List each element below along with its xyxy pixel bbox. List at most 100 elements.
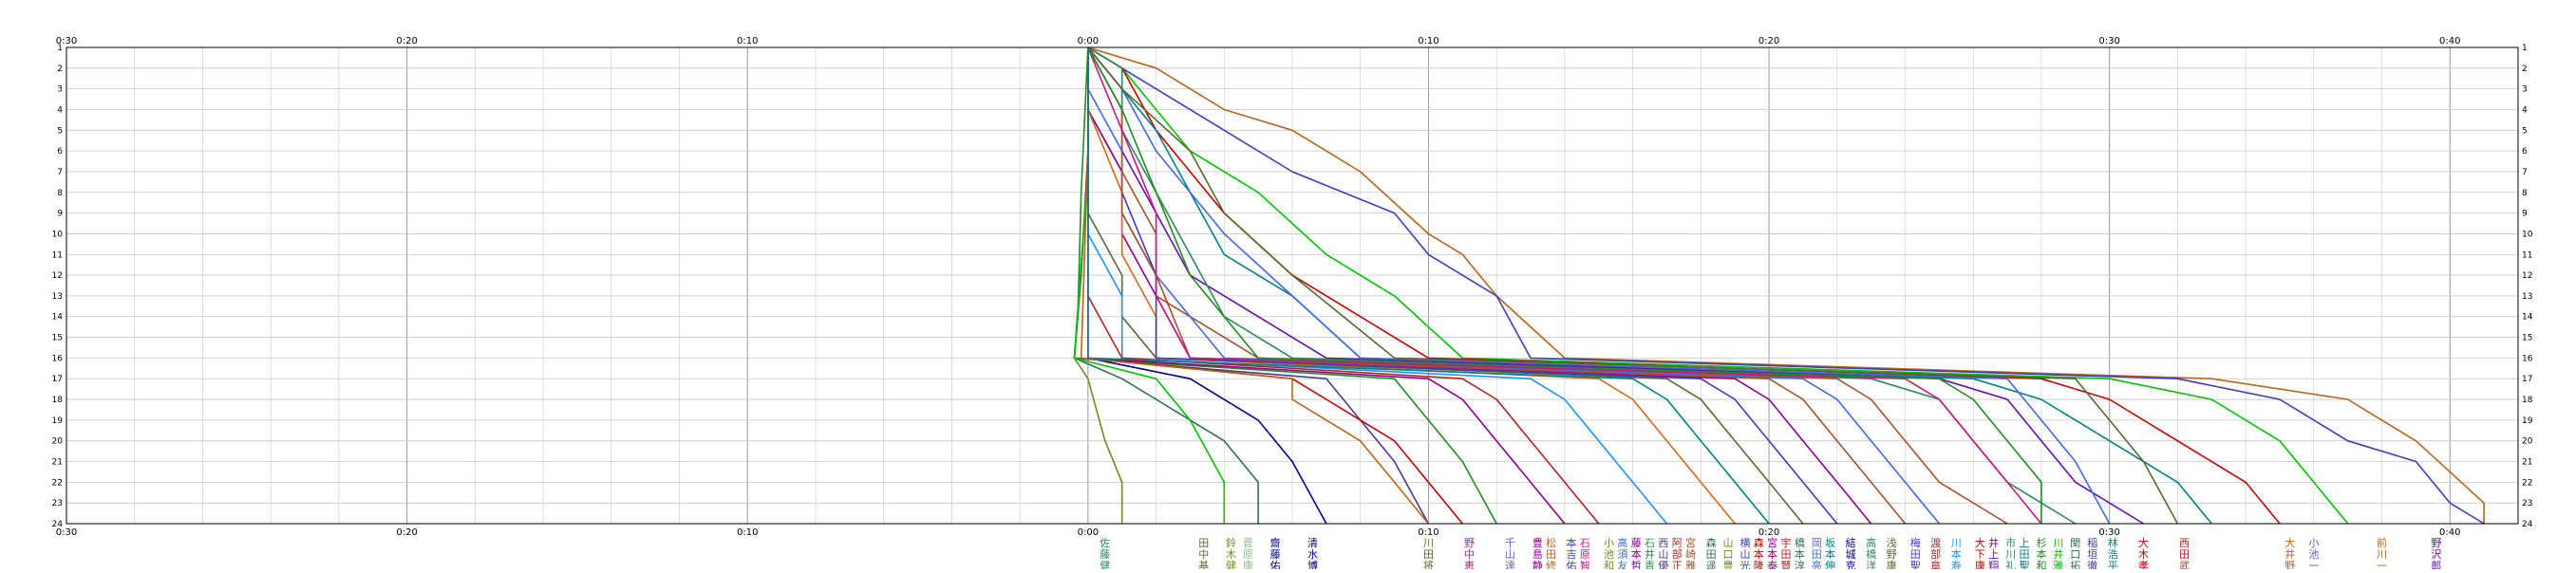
bottom-name-char: 須 xyxy=(1617,548,1627,561)
bottom-name-label: 大木孝 xyxy=(2138,536,2149,572)
bottom-name-char: 青 xyxy=(1645,560,1655,569)
series-line-28 xyxy=(1087,46,2042,524)
bottom-name-char: 渡 xyxy=(1930,536,1941,549)
bottom-name-char: 木 xyxy=(2138,548,2149,561)
bottom-name-char: 岡 xyxy=(1812,537,1822,549)
series-line-15 xyxy=(1073,46,1497,525)
bottom-name-label: 市川礼 xyxy=(2005,536,2016,572)
bottom-name-char: 田 xyxy=(1198,537,1209,549)
bottom-name-char: 豊 xyxy=(1532,537,1543,549)
y-tick-label-right: 13 xyxy=(2522,292,2532,302)
bottom-name-char: 西 xyxy=(1658,537,1668,549)
bottom-name-char: 口 xyxy=(2070,548,2080,561)
plot-frame xyxy=(66,46,2519,525)
bottom-name-char: 野 xyxy=(1887,548,1897,561)
bottom-name-char: 隆 xyxy=(1754,559,1764,569)
bottom-name-char: 高 xyxy=(1866,536,1876,549)
y-tick-label-right: 5 xyxy=(2522,126,2528,136)
bottom-name-char: 川 xyxy=(2053,537,2063,549)
bottom-name-char: 原 xyxy=(1580,548,1590,561)
bottom-name-char: 博 xyxy=(1307,560,1318,569)
bottom-name-char: 友 xyxy=(1617,559,1627,569)
bottom-name-char: 山 xyxy=(1739,548,1750,561)
y-tick-label-right: 8 xyxy=(2522,189,2528,198)
bottom-name-char: 野 xyxy=(1464,537,1475,549)
bottom-name-char: 松 xyxy=(1546,536,1556,549)
y-tick-label-right: 1 xyxy=(2522,44,2528,53)
bottom-name-char: 智 xyxy=(1580,559,1590,569)
bottom-name-char: 聖 xyxy=(1910,560,1921,569)
bottom-name-char: 水 xyxy=(1307,548,1318,561)
bottom-name-char: 池 xyxy=(2308,548,2319,561)
bottom-name-char: 恵 xyxy=(1464,559,1475,569)
y-tick-label-right: 10 xyxy=(2522,230,2533,239)
bottom-name-label: 橋本淳 xyxy=(1795,536,1805,572)
bottom-name-char: 井 xyxy=(2053,547,2063,561)
y-tick-label-right: 18 xyxy=(2522,396,2533,405)
bottom-name-label: 千山達 xyxy=(1505,537,1515,572)
bottom-name-char: 井 xyxy=(2285,547,2295,561)
bottom-name-char: 鈴 xyxy=(1226,536,1236,549)
bottom-name-char: 平 xyxy=(2108,560,2118,569)
bottom-name-char: 城 xyxy=(1846,548,1856,561)
bottom-name-char: 哲 xyxy=(1631,560,1642,569)
series-line-27 xyxy=(1087,46,2042,525)
bottom-name-char: 康 xyxy=(1975,559,1985,569)
bottom-name-label: 山口豊 xyxy=(1723,537,1734,572)
x-tick-label-top: 0:30 xyxy=(2098,36,2119,46)
bottom-name-char: 光 xyxy=(1739,559,1750,569)
bottom-name-char: 宮 xyxy=(1767,536,1777,549)
y-tick-label-left: 20 xyxy=(52,437,64,447)
bottom-name-char: 齋 xyxy=(1270,536,1281,549)
y-tick-label-right: 17 xyxy=(2522,375,2532,384)
bottom-name-char: 口 xyxy=(1723,548,1734,561)
bottom-name-label: 稲垣徹 xyxy=(2087,537,2097,572)
x-tick-label-bottom: 0:30 xyxy=(56,527,77,538)
y-tick-label-left: 19 xyxy=(52,416,64,426)
bottom-name-char: 部 xyxy=(1672,547,1683,561)
bottom-name-char: 達 xyxy=(1505,560,1515,569)
bottom-name-char: 拓 xyxy=(2070,559,2080,569)
bottom-name-char: 淳 xyxy=(1795,559,1805,569)
bottom-name-char: 宇 xyxy=(1780,537,1791,549)
bottom-name-char: 上 xyxy=(2020,537,2030,549)
bottom-name-label: 森本隆 xyxy=(1754,536,1764,572)
bottom-name-char: 阿 xyxy=(1672,537,1683,549)
bottom-name-char: 田 xyxy=(1812,548,1822,561)
bottom-name-label: 西田武 xyxy=(2179,537,2190,572)
bottom-name-char: 垣 xyxy=(2087,548,2097,561)
bottom-name-char: 洋 xyxy=(1866,559,1876,569)
bottom-name-char: 本 xyxy=(1767,547,1777,561)
y-tick-label-right: 15 xyxy=(2522,334,2532,343)
bottom-name-label: 横山光 xyxy=(1739,536,1750,572)
y-tick-label-right: 6 xyxy=(2522,147,2528,157)
bottom-name-char: 田 xyxy=(1546,548,1556,561)
x-tick-label-bottom: 0:20 xyxy=(1758,527,1779,538)
bottom-name-char: 和 xyxy=(2036,560,2046,569)
series-line-22 xyxy=(1080,47,1430,525)
y-tick-label-left: 24 xyxy=(52,520,64,529)
y-tick-label-left: 9 xyxy=(57,210,63,219)
bottom-name-label: 野中恵 xyxy=(1464,537,1475,572)
y-tick-label-left: 22 xyxy=(52,478,63,488)
x-tick-label-bottom: 0:20 xyxy=(396,527,417,538)
bottom-name-char: 田 xyxy=(2179,548,2190,561)
x-tick-label-bottom: 0:00 xyxy=(1078,527,1099,538)
y-tick-label-right: 24 xyxy=(2522,520,2533,529)
bottom-name-char: 佑 xyxy=(1567,559,1577,569)
y-tick-label-right: 16 xyxy=(2522,354,2533,363)
bottom-name-char: 井 xyxy=(1645,547,1655,561)
y-tick-label-right: 3 xyxy=(2522,85,2528,95)
bottom-name-char: 大 xyxy=(1975,536,1985,549)
bottom-name-char: 雅 xyxy=(2053,559,2063,569)
y-tick-label-right: 9 xyxy=(2522,210,2528,219)
bottom-name-label: 宇田賢 xyxy=(1780,537,1791,572)
bottom-name-char: 雅 xyxy=(1685,559,1696,569)
bottom-name-char: 吉 xyxy=(1567,548,1577,561)
bottom-name-char: 石 xyxy=(1580,537,1590,549)
bottom-name-label: 大井野上 xyxy=(2285,536,2295,573)
bottom-name-label: 岡田亮 xyxy=(1812,537,1822,572)
bottom-name-label: 杉本和 xyxy=(2036,536,2046,572)
